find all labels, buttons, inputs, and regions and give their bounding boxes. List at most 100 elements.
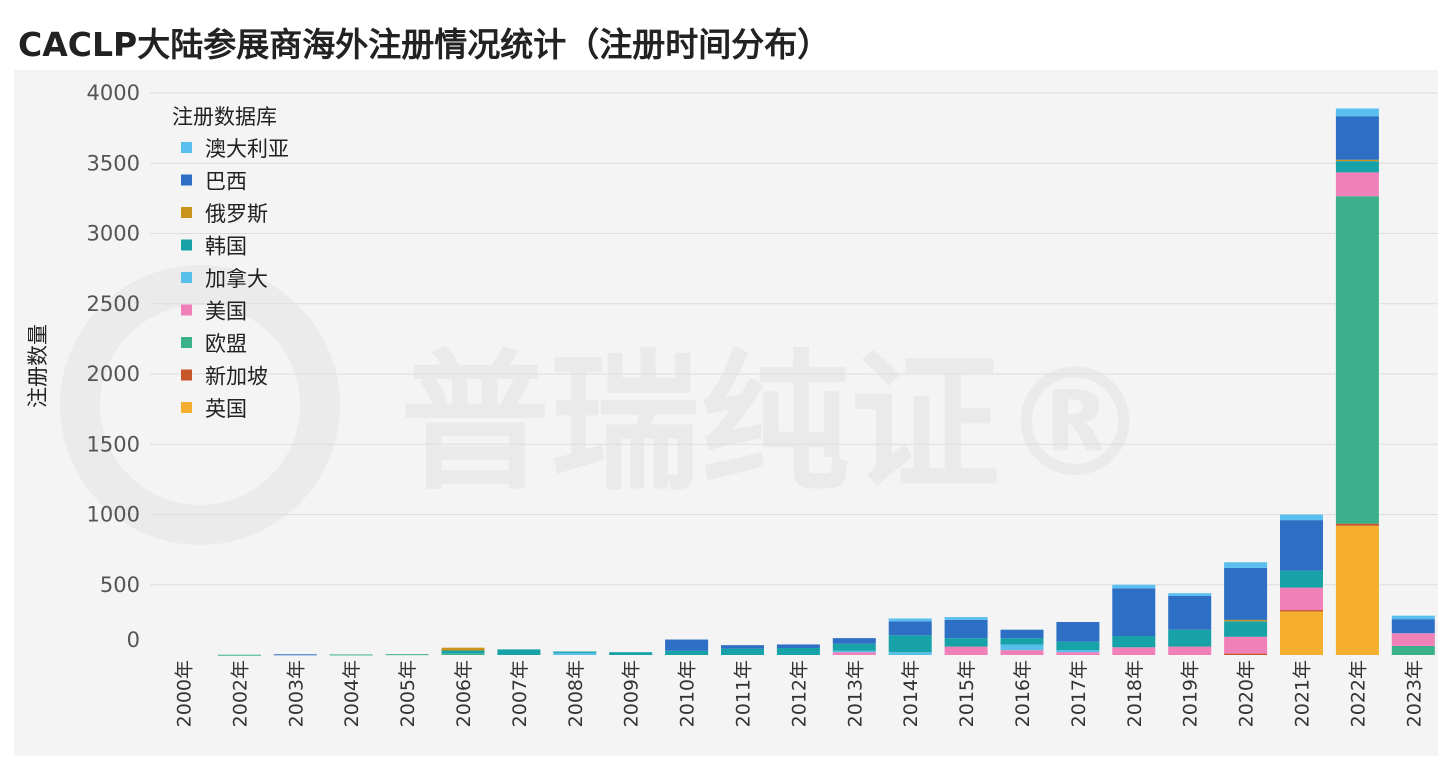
- bar-segment: [1168, 593, 1212, 596]
- bar-segment: [832, 650, 876, 653]
- legend-label: 俄罗斯: [205, 202, 268, 226]
- y-tick-label: 3000: [87, 222, 140, 246]
- bar-segment: [1335, 172, 1379, 197]
- legend-swatch: [181, 337, 192, 348]
- bar-segment: [944, 617, 988, 620]
- bar-segment: [1224, 653, 1268, 655]
- bar-stack: [832, 638, 876, 655]
- bar-segment: [1391, 633, 1435, 646]
- bar-segment: [217, 654, 261, 656]
- bar-stack: [776, 644, 820, 655]
- bar-segment: [1335, 196, 1379, 524]
- bar-segment: [1112, 647, 1156, 655]
- bar-segment: [1391, 645, 1435, 655]
- legend-item: 英国: [181, 397, 247, 421]
- bar-segment: [1112, 636, 1156, 648]
- bar-segment: [1335, 159, 1379, 162]
- bar-stack: [1000, 629, 1044, 655]
- bar-stack: [553, 651, 597, 655]
- y-tick-label: 500: [100, 573, 140, 597]
- bar-segment: [888, 618, 932, 622]
- bar-segment: [1280, 587, 1323, 611]
- bar-segment: [1000, 650, 1044, 655]
- bar-segment: [888, 635, 932, 653]
- bar-segment: [1280, 520, 1323, 571]
- bar-segment: [776, 647, 820, 655]
- bar-segment: [944, 638, 988, 647]
- bar-stack: [329, 654, 373, 656]
- bar-stack: [1112, 584, 1156, 655]
- bar-segment: [665, 639, 709, 651]
- bar-segment: [1112, 584, 1156, 589]
- watermark-text: 普瑞纯证®: [400, 337, 1150, 511]
- bar-segment: [1224, 636, 1268, 654]
- x-tick-label: 2011年: [733, 660, 755, 727]
- legend-swatch: [181, 402, 192, 413]
- legend-title: 注册数据库: [172, 105, 277, 129]
- bar-segment: [1224, 619, 1268, 622]
- bar-segment: [1168, 629, 1212, 647]
- bar-stack: [441, 647, 485, 655]
- bar-stack: [1280, 514, 1323, 655]
- bar-segment: [1000, 629, 1044, 639]
- bar-segment: [1112, 588, 1156, 637]
- bar-segment: [1168, 595, 1212, 630]
- x-tick-label: 2023年: [1403, 660, 1425, 727]
- bar-segment: [1224, 567, 1268, 620]
- legend-label: 美国: [205, 300, 247, 324]
- x-tick-label: 2016年: [1012, 660, 1034, 727]
- bar-stack: [385, 654, 429, 656]
- bar-stack: [721, 645, 764, 655]
- legend-swatch: [181, 239, 192, 251]
- x-tick-label: 2012年: [788, 660, 810, 727]
- y-tick-label: 1500: [87, 432, 140, 456]
- bar-segment: [609, 652, 653, 655]
- bar-stack: [944, 617, 988, 655]
- bar-segment: [1335, 108, 1379, 117]
- bar-stack: [1168, 593, 1212, 655]
- bar-segment: [1391, 619, 1435, 634]
- legend-item: 美国: [181, 300, 247, 324]
- legend-label: 韩国: [205, 235, 247, 259]
- x-tick-label: 2000年: [174, 660, 196, 727]
- grid-lines: [150, 92, 1438, 586]
- legend-swatch: [181, 304, 192, 316]
- bar-segment: [888, 652, 932, 655]
- bar-segment: [1056, 641, 1100, 651]
- bar-segment: [441, 653, 485, 655]
- x-tick-label: 2021年: [1292, 660, 1314, 727]
- bar-segment: [1280, 610, 1323, 612]
- bar-segment: [1280, 611, 1323, 655]
- legend-label: 加拿大: [205, 267, 268, 291]
- bar-stack: [497, 649, 541, 655]
- x-axis-ticks: 2000年 2002年 2003年 2004年 2005年 2006年 2007年 2008年…: [174, 660, 1426, 727]
- legend-label: 欧盟: [205, 332, 247, 356]
- bar-segment: [385, 654, 429, 656]
- bar-stack: [609, 652, 653, 655]
- bar-segment: [721, 645, 764, 649]
- bar-segment: [1280, 514, 1323, 521]
- bar-segment: [1224, 621, 1268, 637]
- x-tick-label: 2014年: [900, 660, 922, 727]
- bar-segment: [1335, 161, 1379, 173]
- x-tick-label: 2009年: [621, 660, 643, 727]
- watermark-logo: 普瑞纯证®: [400, 337, 1150, 511]
- bar-stack: [217, 654, 261, 656]
- x-tick-label: 2017年: [1068, 660, 1090, 727]
- bar-segment: [832, 638, 876, 644]
- bar-segment: [1168, 646, 1212, 655]
- bar-segment: [1056, 621, 1100, 642]
- x-tick-label: 2004年: [341, 660, 363, 727]
- legend-item: 加拿大: [181, 267, 268, 291]
- y-axis-ticks: 0 500 1000 1500 2000 2500 3000 3500 4000: [87, 81, 140, 652]
- bar-segment: [721, 648, 764, 655]
- bar-segment: [1335, 523, 1379, 526]
- bar-segment: [1000, 644, 1044, 651]
- bar-segment: [273, 654, 317, 656]
- bar-stack: [273, 654, 317, 656]
- chart-title: CACLP大陆参展商海外注册情况统计（注册时间分布）: [18, 25, 831, 64]
- y-tick-label: 3500: [87, 151, 140, 175]
- bar-segment: [1280, 570, 1323, 588]
- legend-swatch: [181, 272, 192, 283]
